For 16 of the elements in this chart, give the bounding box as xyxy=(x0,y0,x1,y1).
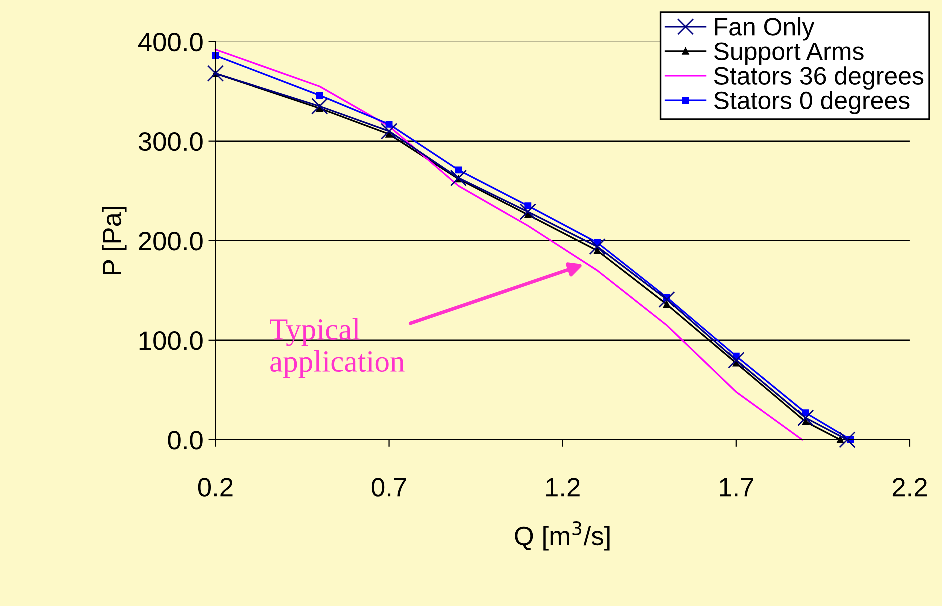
legend-label: Fan Only xyxy=(715,18,815,41)
x-tick-label: 2.2 xyxy=(892,478,927,497)
x-tick-label: 0.2 xyxy=(198,478,233,497)
y-tick-label: 0.0 xyxy=(168,431,203,450)
x-tick-label: 0.7 xyxy=(372,478,406,497)
x-axis-title: Q [m$^{3}$/s] xyxy=(515,522,610,551)
x-tick-label: 1.2 xyxy=(546,478,580,497)
x-tick-label: 1.7 xyxy=(720,478,754,497)
y-tick-label: 400.0 xyxy=(138,32,203,52)
legend-label: Support Arms xyxy=(714,42,864,66)
y-axis-title: P [Pa] xyxy=(102,207,127,274)
y-tick-label: 300.0 xyxy=(138,132,203,152)
legend-label: Stators 36 degrees xyxy=(714,66,924,90)
y-tick-label: 200.0 xyxy=(139,232,203,251)
y-tick-label: 100.0 xyxy=(140,332,203,350)
legend-label: Stators 0 degrees xyxy=(714,91,910,114)
